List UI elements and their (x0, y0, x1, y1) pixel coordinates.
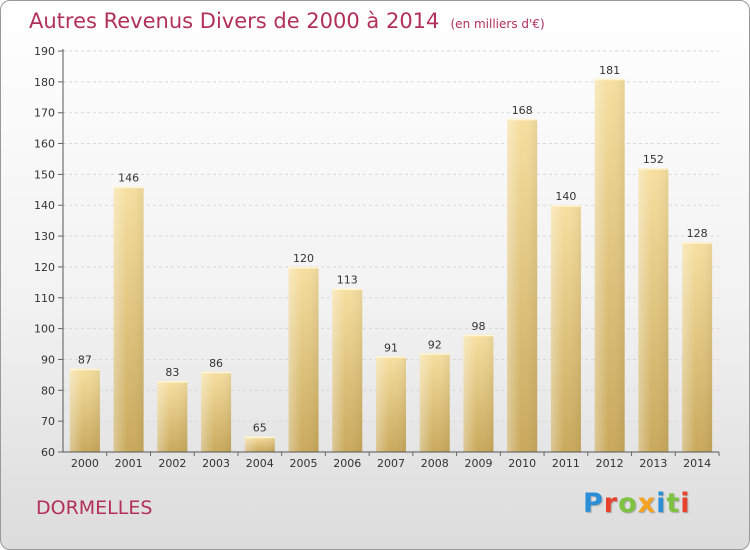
logo-letter: r (603, 488, 619, 519)
data-label: 86 (209, 357, 223, 370)
y-tick-label: 180 (34, 76, 55, 89)
y-tick-label: 170 (34, 107, 55, 120)
x-tick-label: 2011 (552, 457, 580, 470)
x-tick-label: 2009 (464, 457, 492, 470)
x-tick-label: 2008 (421, 457, 449, 470)
x-tick-label: 2003 (202, 457, 230, 470)
x-tick-label: 2001 (115, 457, 143, 470)
data-label: 83 (165, 366, 179, 379)
bar-top-edge-2011 (550, 205, 581, 207)
bar-top-edge-2013 (638, 168, 669, 170)
chart-subtitle: (en milliers d'€) (450, 17, 545, 31)
y-tick-label: 90 (41, 353, 55, 366)
bar-shine-2002 (157, 381, 188, 452)
bar-top-edge-2007 (376, 356, 406, 358)
bar-shine-2012 (594, 78, 625, 452)
data-label: 152 (643, 153, 664, 166)
y-tick-label: 110 (34, 292, 55, 305)
bar-shine-2001 (113, 186, 144, 452)
y-tick-label: 150 (34, 168, 55, 181)
x-tick-label: 2010 (508, 457, 536, 470)
y-tick-label: 160 (34, 138, 55, 151)
x-tick-label: 2012 (596, 457, 624, 470)
logo-letter: t (666, 488, 681, 519)
bar-shine-2011 (550, 205, 581, 452)
y-tick-label: 80 (41, 384, 55, 397)
data-label: 168 (512, 104, 533, 117)
bar-top-edge-2008 (419, 353, 450, 355)
data-label: 65 (253, 422, 267, 435)
y-tick-label: 120 (34, 261, 55, 274)
bar-shine-2007 (376, 356, 406, 452)
x-tick-label: 2002 (158, 457, 186, 470)
data-label: 113 (337, 274, 358, 287)
bar-top-edge-2009 (463, 334, 494, 337)
logo-letter: i (656, 488, 667, 519)
y-tick-label: 140 (34, 199, 55, 212)
bar-top-edge-2014 (682, 242, 713, 244)
bar-top-edge-2012 (594, 78, 625, 81)
x-tick-label: 2004 (246, 457, 274, 470)
bar-top-edge-2004 (244, 436, 275, 439)
bar-top-edge-2001 (113, 186, 144, 189)
bar-shine-2013 (638, 168, 669, 452)
bar-top-edge-2002 (157, 381, 188, 383)
y-tick-label: 190 (34, 45, 55, 58)
y-tick-label: 60 (41, 446, 55, 459)
bar-shine-2005 (288, 266, 319, 452)
bar-top-edge-2010 (507, 118, 538, 121)
x-tick-label: 2000 (71, 457, 99, 470)
bar-shine-2004 (244, 436, 275, 452)
bar-top-edge-2000 (69, 368, 100, 371)
chart-title: Autres Revenus Divers de 2000 à 2014 (29, 9, 440, 33)
data-label: 91 (384, 341, 398, 354)
bar-shine-2006 (332, 288, 363, 452)
y-tick-label: 70 (41, 415, 55, 428)
bar-top-edge-2006 (332, 288, 363, 291)
data-label: 120 (293, 252, 314, 265)
bars (69, 78, 713, 452)
bar-top-edge-2003 (201, 371, 232, 374)
data-label: 92 (428, 338, 442, 351)
proxiti-logo: Proxiti (583, 488, 691, 519)
x-tick-label: 2013 (639, 457, 667, 470)
y-tick-label: 130 (34, 230, 55, 243)
data-label: 140 (555, 190, 576, 203)
x-tick-label: 2014 (683, 457, 711, 470)
bar-shine-2003 (201, 371, 232, 452)
x-tick-label: 2007 (377, 457, 405, 470)
title-row: Autres Revenus Divers de 2000 à 2014 (en… (29, 9, 545, 33)
logo-letter: P (583, 488, 604, 519)
axes: 60 70 80 90 100 110 120 130 140 150 160 170 180 190 20… (34, 45, 720, 470)
logo-letter: o (618, 488, 638, 519)
bar-shine-2009 (463, 334, 494, 452)
data-label: 98 (471, 320, 485, 333)
x-tick-label: 2006 (333, 457, 361, 470)
data-labels: 87 146 83 86 65 120 113 91 92 98 168 140 181 152 128 (78, 64, 708, 435)
y-tick-label: 100 (34, 323, 55, 336)
logo-letter: i (680, 488, 691, 519)
bar-shine-2000 (69, 368, 100, 452)
bar-shine-2010 (507, 118, 538, 452)
logo-letter: x (637, 488, 657, 519)
bar-shine-2014 (682, 242, 713, 452)
data-label: 146 (118, 172, 139, 185)
x-tick-label: 2005 (290, 457, 318, 470)
bar-top-edge-2005 (288, 266, 319, 269)
data-label: 87 (78, 354, 92, 367)
commune-name: DORMELLES (36, 497, 153, 519)
data-label: 181 (599, 64, 620, 77)
bar-shine-2008 (419, 353, 450, 452)
data-label: 128 (687, 227, 708, 240)
